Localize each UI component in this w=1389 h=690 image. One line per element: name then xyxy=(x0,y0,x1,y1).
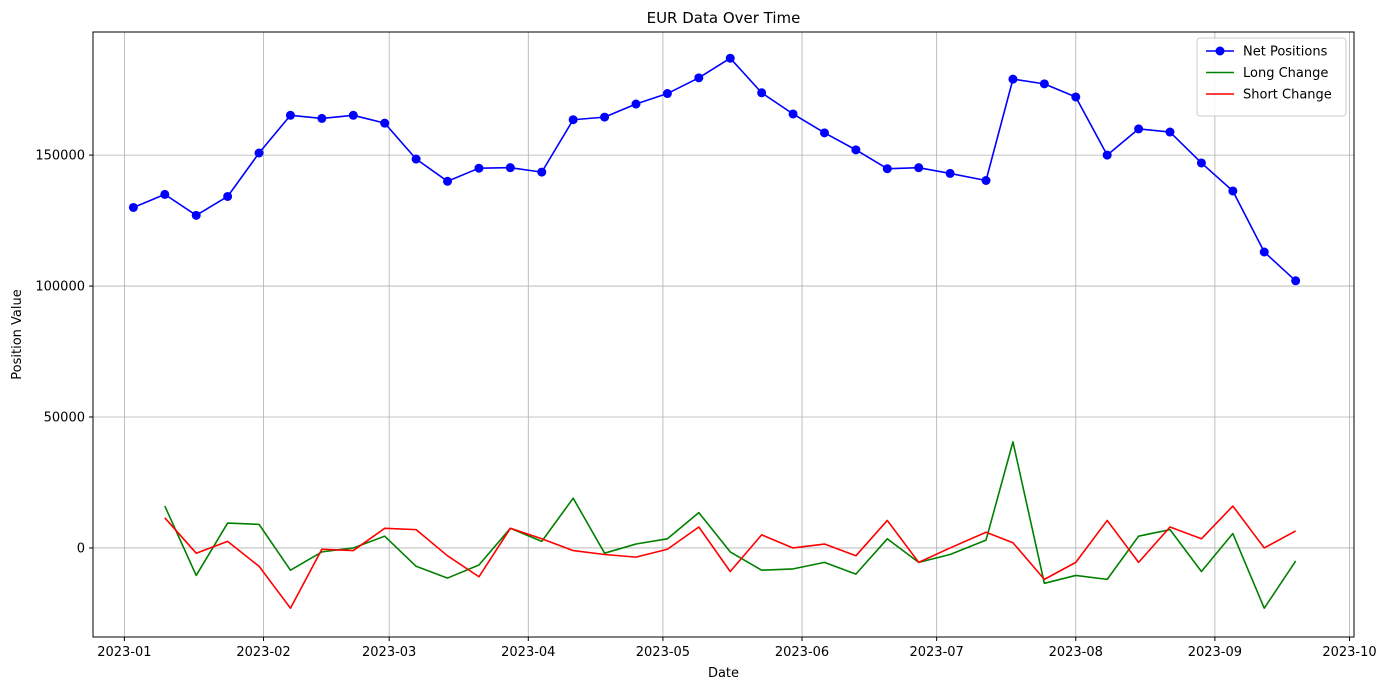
y-tick-label: 50000 xyxy=(44,411,85,426)
data-point xyxy=(1134,124,1144,134)
series-long-change xyxy=(164,441,1297,609)
grid xyxy=(93,32,1354,637)
data-point xyxy=(285,110,295,120)
data-point xyxy=(1291,276,1301,286)
data-point xyxy=(600,112,610,122)
data-point xyxy=(411,154,421,164)
legend-label: Short Change xyxy=(1243,88,1332,103)
data-point xyxy=(568,115,578,125)
data-point xyxy=(851,145,861,155)
x-tick-label: 2023-07 xyxy=(909,645,963,660)
legend-item-short-change: Short Change xyxy=(1206,88,1332,103)
series-line-net-positions xyxy=(133,57,1297,282)
data-point xyxy=(914,163,924,173)
data-point xyxy=(380,118,390,128)
data-point xyxy=(160,189,170,199)
data-point xyxy=(694,73,704,83)
x-tick-label: 2023-02 xyxy=(236,645,290,660)
x-tick-label: 2023-08 xyxy=(1049,645,1103,660)
y-tick-label: 100000 xyxy=(35,280,85,295)
chart-title: EUR Data Over Time xyxy=(647,9,801,27)
data-point xyxy=(662,89,672,99)
data-point xyxy=(348,110,358,120)
x-tick-label: 2023-01 xyxy=(97,645,151,660)
data-point xyxy=(1228,186,1238,196)
data-point xyxy=(882,164,892,174)
legend-label: Long Change xyxy=(1243,66,1328,81)
x-axis-ticks: 2023-01 2023-02 2023-03 2023-04 2023-05 2023-… xyxy=(97,637,1377,660)
y-tick-label: 150000 xyxy=(35,149,85,164)
legend-label: Net Positions xyxy=(1243,45,1328,60)
data-point xyxy=(1071,92,1081,102)
data-point xyxy=(631,99,641,109)
x-tick-label: 2023-06 xyxy=(775,645,829,660)
series-line-short-change xyxy=(164,505,1297,609)
x-axis-label: Date xyxy=(708,666,739,681)
series-short-change xyxy=(164,505,1297,609)
x-tick-label: 2023-03 xyxy=(362,645,416,660)
series-layer xyxy=(128,53,1301,609)
data-point xyxy=(128,202,138,212)
series-line-long-change xyxy=(164,441,1297,609)
data-point xyxy=(537,167,547,177)
legend-marker xyxy=(1215,46,1225,56)
data-point xyxy=(223,191,233,201)
x-tick-label: 2023-04 xyxy=(501,645,555,660)
data-point xyxy=(788,109,798,119)
legend-box xyxy=(1196,37,1347,117)
data-point xyxy=(1008,74,1018,84)
series-net-positions xyxy=(128,53,1301,286)
data-point xyxy=(725,53,735,63)
data-point xyxy=(757,88,767,98)
y-axis-label: Position Value xyxy=(10,289,25,379)
x-tick-label: 2023-09 xyxy=(1188,645,1242,660)
data-point xyxy=(191,210,201,220)
y-axis-ticks: 0 50000 100000 150000 xyxy=(35,149,93,556)
y-tick-label: 0 xyxy=(77,541,85,556)
data-point xyxy=(945,168,955,178)
x-tick-label: 2023-05 xyxy=(636,645,690,660)
x-tick-label: 2023-10 xyxy=(1322,645,1376,660)
data-point xyxy=(1039,79,1049,89)
data-point xyxy=(1259,247,1269,257)
legend: Net Positions Long Change Short Change xyxy=(1196,37,1347,117)
data-point xyxy=(819,128,829,138)
data-point xyxy=(443,176,453,186)
data-point xyxy=(317,113,327,123)
data-point xyxy=(1165,127,1175,137)
data-point xyxy=(505,163,515,173)
data-point xyxy=(981,176,991,185)
data-point xyxy=(254,148,264,158)
data-point xyxy=(1102,150,1112,160)
legend-item-net-positions: Net Positions xyxy=(1206,45,1328,60)
plot-frame xyxy=(92,31,1355,638)
legend-item-long-change: Long Change xyxy=(1206,66,1328,81)
data-point xyxy=(1196,158,1206,168)
data-point xyxy=(474,163,484,173)
